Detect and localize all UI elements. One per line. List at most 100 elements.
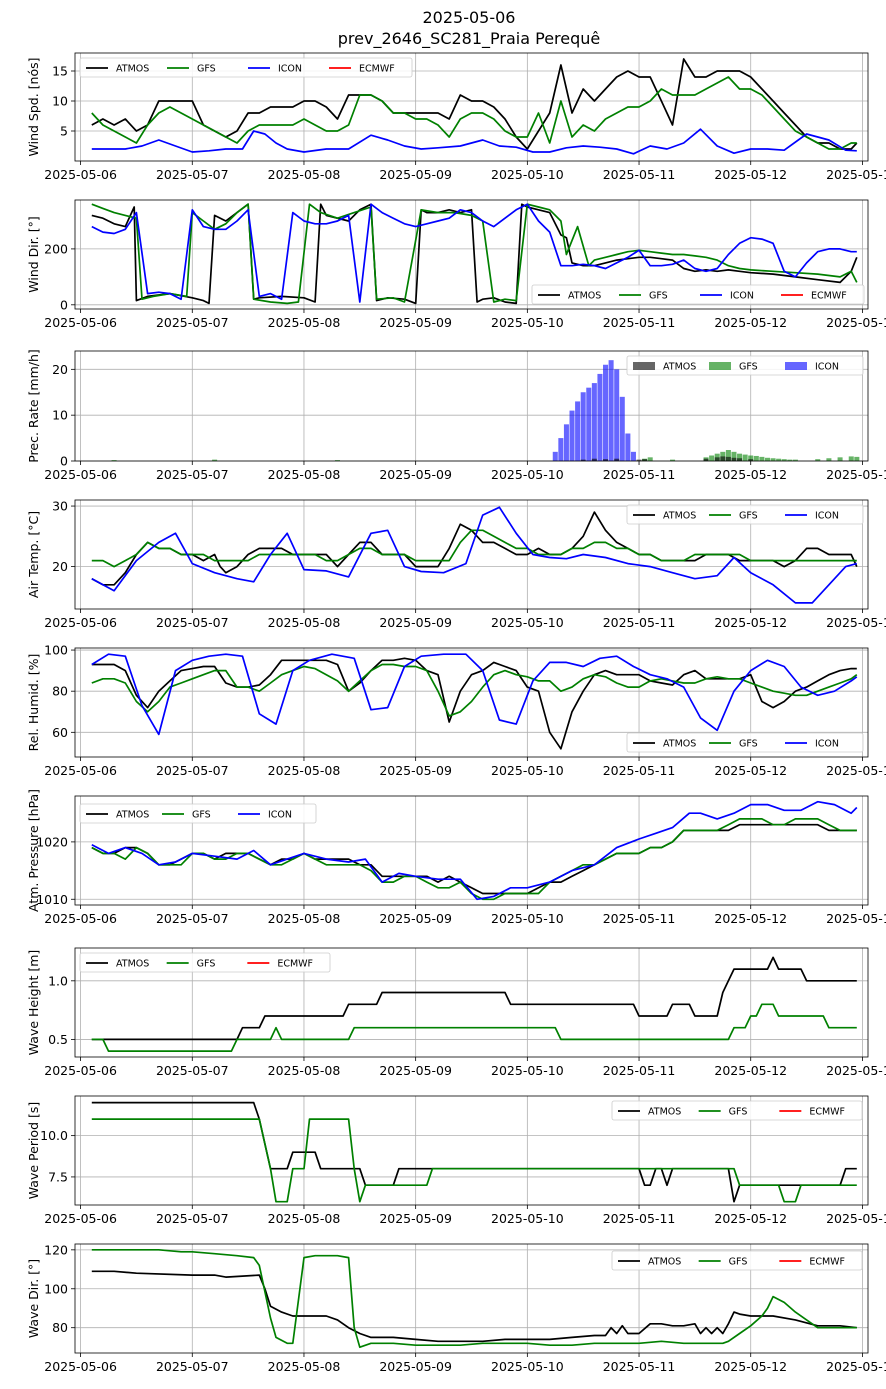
x-tick-label: 2025-05-11 [603, 1063, 676, 1078]
legend-entry-icon: ICON [785, 739, 839, 750]
bar-icon [591, 383, 597, 461]
x-tick-label: 2025-05-09 [379, 315, 452, 330]
legend-label: ECMWF [359, 64, 395, 75]
series-line-icon [91, 128, 857, 155]
legend-entry-atmos: ATMOS [86, 810, 149, 821]
bar-gfs [737, 453, 743, 461]
legend-label: GFS [192, 810, 211, 821]
y-tick-label: 10 [52, 94, 68, 109]
bar-gfs [848, 456, 854, 461]
x-tick-label: 2025-05-06 [44, 167, 117, 182]
x-tick-label: 2025-05-08 [268, 315, 341, 330]
legend-label: GFS [739, 362, 758, 373]
panel-rel-humid: 2025-05-06 2025-05-07 2025-05-08 2025-05-09… [26, 643, 886, 778]
bar-icon [563, 424, 569, 461]
bar-gfs [111, 460, 117, 461]
series-line-gfs [91, 818, 857, 901]
bar-icon [619, 396, 625, 461]
bar-gfs [764, 457, 770, 461]
plot-area [111, 360, 860, 461]
x-tick-label: 2025-05-07 [156, 1211, 229, 1226]
series-line-gfs [91, 529, 857, 568]
series-line-gfs [91, 663, 858, 717]
bar-gfs [792, 459, 798, 461]
legend-entry-gfs: GFS [619, 291, 668, 302]
legend-label: ATMOS [116, 959, 149, 970]
bar-icon [586, 387, 592, 461]
legend-entry-atmos: ATMOS [618, 1257, 681, 1268]
x-tick-label: 2025-05-08 [268, 911, 341, 926]
y-tick-label: 10.0 [40, 1128, 68, 1143]
x-tick-label: 2025-05-10 [491, 1063, 564, 1078]
x-tick-label: 2025-05-07 [156, 763, 229, 778]
bar-atmos [720, 456, 726, 461]
x-tick-label: 2025-05-10 [491, 615, 564, 630]
legend-entry-icon: ICON [785, 362, 839, 373]
legend: ATMOS GFS ICON [626, 732, 864, 753]
x-tick-label: 2025-05-11 [603, 615, 676, 630]
series-icon [552, 360, 636, 461]
figure-subtitle: prev_2646_SC281_Praia Perequê [338, 29, 601, 49]
bar-gfs [725, 450, 731, 461]
x-tick-label: 2025-05-07 [156, 315, 229, 330]
bar-atmos [703, 458, 709, 461]
legend-entry-ecmwf: ECMWF [781, 291, 847, 302]
legend-swatch [785, 362, 807, 370]
bar-gfs [647, 457, 653, 461]
legend-swatch [633, 362, 655, 370]
panel-wind-dir: 2025-05-06 2025-05-07 2025-05-08 2025-05-09… [26, 199, 886, 330]
series-line-atmos [91, 956, 857, 1041]
y-tick-label: 1010 [36, 892, 68, 907]
legend-label: ATMOS [663, 739, 696, 750]
axes-frame [74, 795, 869, 906]
panel-air-temp-c: 2025-05-06 2025-05-07 2025-05-08 2025-05-09… [26, 499, 886, 630]
series-line-gfs [91, 1248, 857, 1349]
y-tick-label: 120 [44, 1242, 68, 1257]
legend-entry-ecmwf: ECMWF [329, 64, 395, 75]
legend: ATMOS GFS ICON ECMWF [79, 57, 413, 78]
figure-title: 2025-05-06 [423, 8, 516, 27]
x-tick-label: 2025-05-06 [44, 467, 117, 482]
y-tick-label: 30 [52, 499, 68, 514]
x-tick-label: 2025-05-08 [268, 1211, 341, 1226]
x-tick-label: 2025-05-11 [603, 467, 676, 482]
legend-entry-icon: ICON [238, 810, 292, 821]
x-tick-label: 2025-05-13 [826, 467, 886, 482]
bar-gfs [854, 456, 860, 461]
legend: ATMOS GFS ECMWF [79, 952, 331, 973]
legend-label: GFS [729, 1107, 748, 1118]
panel-wave-period-s: 2025-05-06 2025-05-07 2025-05-08 2025-05-09… [26, 1095, 886, 1226]
x-tick-label: 2025-05-08 [268, 167, 341, 182]
bar-atmos [714, 457, 720, 461]
bar-atmos [580, 459, 586, 461]
series-line-atmos [91, 1270, 857, 1343]
bar-icon [603, 364, 609, 461]
series-line-gfs [91, 1003, 857, 1052]
legend-entry-gfs: GFS [709, 739, 758, 750]
bar-icon [569, 410, 575, 461]
bar-gfs [776, 458, 782, 461]
axes-frame [74, 350, 869, 462]
legend-label: ICON [815, 511, 839, 522]
x-tick-label: 2025-05-09 [379, 763, 452, 778]
x-tick-label: 2025-05-13 [826, 167, 886, 182]
y-tick-label: 60 [52, 725, 68, 740]
bar-gfs [714, 453, 720, 461]
bar-icon [558, 438, 564, 461]
x-tick-label: 2025-05-09 [379, 1211, 452, 1226]
legend-label: ICON [268, 810, 292, 821]
x-tick-label: 2025-05-11 [603, 315, 676, 330]
x-tick-label: 2025-05-12 [714, 1359, 787, 1374]
x-tick-label: 2025-05-10 [491, 911, 564, 926]
x-tick-label: 2025-05-13 [826, 763, 886, 778]
legend-label: ATMOS [116, 810, 149, 821]
legend-entry-gfs: GFS [698, 1107, 748, 1118]
series-line-icon [91, 653, 858, 736]
x-tick-label: 2025-05-13 [826, 315, 886, 330]
legend: ATMOS GFS ECMWF [611, 1100, 863, 1121]
y-tick-label: 80 [52, 1320, 68, 1335]
y-tick-label: 1.0 [48, 973, 68, 988]
legend: ATMOS GFS ICON [79, 803, 317, 824]
y-tick-label: 0 [60, 297, 68, 312]
